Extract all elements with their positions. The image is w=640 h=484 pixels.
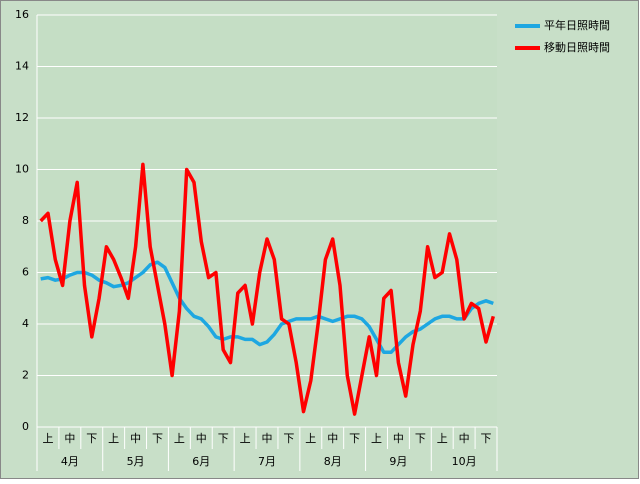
x-tick-label: 上	[240, 432, 251, 445]
y-tick-label: 12	[15, 111, 29, 124]
x-tick-label: 下	[218, 432, 229, 445]
x-tick-label: 下	[349, 432, 360, 445]
x-tick-label: 中	[196, 432, 207, 445]
month-label: 4月	[61, 455, 79, 468]
month-label: 5月	[127, 455, 145, 468]
y-tick-label: 0	[22, 420, 29, 433]
x-tick-label: 上	[371, 432, 382, 445]
x-tick-label: 中	[393, 432, 404, 445]
series-line	[39, 162, 495, 416]
x-tick-label: 中	[64, 432, 75, 445]
month-label: 9月	[389, 455, 407, 468]
x-tick-label: 中	[459, 432, 470, 445]
x-tick-label: 上	[437, 432, 448, 445]
month-label: 6月	[192, 455, 210, 468]
month-label: 10月	[452, 455, 477, 468]
x-tick-label: 上	[42, 432, 53, 445]
legend-label: 平年日照時間	[544, 18, 610, 32]
x-tick-label: 中	[327, 432, 338, 445]
month-label: 8月	[324, 455, 342, 468]
x-tick-label: 下	[86, 432, 97, 445]
x-tick-label: 下	[283, 432, 294, 445]
legend-label: 移動日照時間	[544, 40, 610, 54]
x-tick-label: 上	[108, 432, 119, 445]
x-tick-label: 下	[152, 432, 163, 445]
y-tick-label: 6	[22, 266, 29, 279]
x-tick-label: 上	[305, 432, 316, 445]
x-tick-label: 下	[415, 432, 426, 445]
x-tick-label: 中	[262, 432, 273, 445]
month-label: 7月	[258, 455, 276, 468]
y-tick-label: 14	[15, 60, 29, 73]
y-tick-label: 8	[22, 214, 29, 227]
y-tick-label: 16	[15, 8, 29, 21]
y-tick-label: 4	[22, 317, 29, 330]
x-tick-label: 中	[130, 432, 141, 445]
x-tick-label: 上	[174, 432, 185, 445]
x-tick-label: 下	[481, 432, 492, 445]
y-tick-label: 10	[15, 163, 29, 176]
y-tick-label: 2	[22, 369, 29, 382]
